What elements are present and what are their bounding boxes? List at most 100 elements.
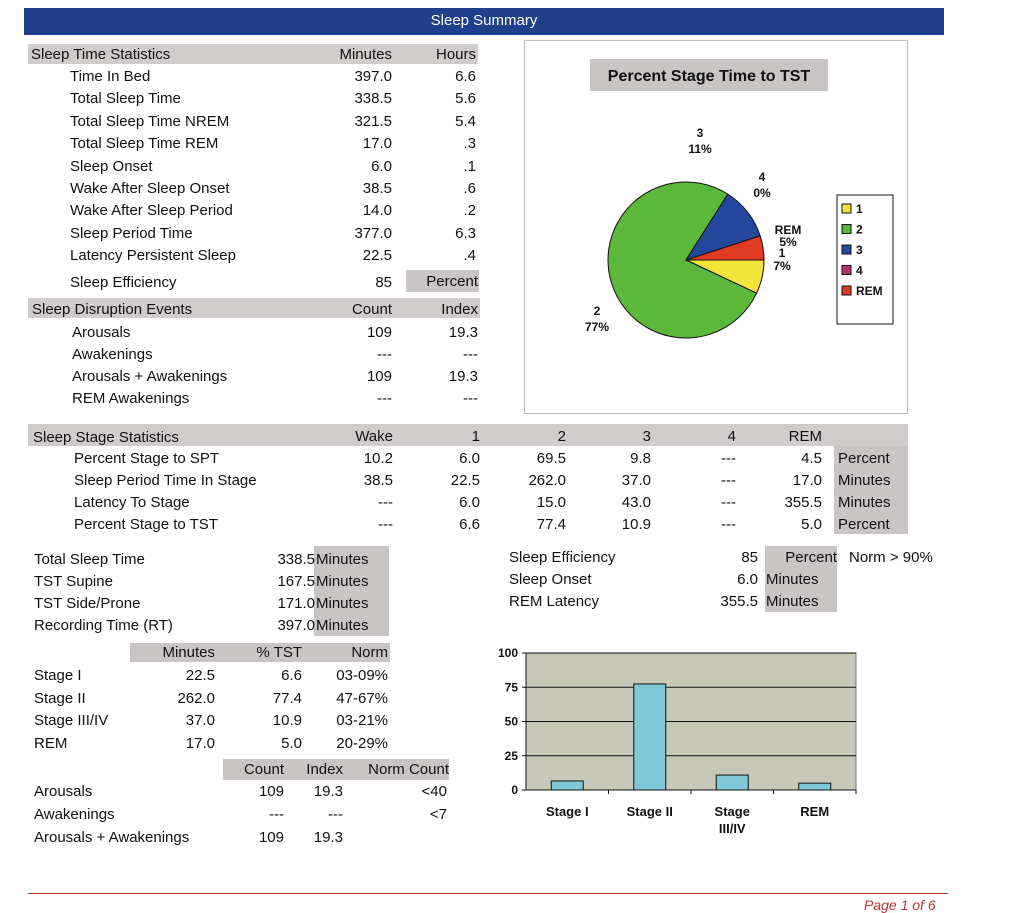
pie-legend-label-rem: REM bbox=[856, 284, 883, 298]
stage-table-col: % TST bbox=[256, 644, 302, 661]
sleep-time-row-minutes: 38.5 bbox=[362, 180, 392, 197]
stage-table-row-label: Stage III/IV bbox=[34, 712, 109, 729]
sleep-efficiency-unit: Percent bbox=[426, 273, 478, 290]
sleep-time-col-minutes: Minutes bbox=[339, 46, 392, 63]
pie-label-1-pct: 7% bbox=[773, 259, 791, 273]
stage-table-cell: 10.9 bbox=[272, 712, 302, 729]
summary-left-label: Recording Time (RT) bbox=[34, 617, 173, 634]
stage-stats-cell: 17.0 bbox=[792, 472, 822, 489]
sleep-time-title: Sleep Time Statistics bbox=[31, 46, 171, 63]
sleep-time-row-minutes: 6.0 bbox=[371, 157, 392, 175]
stage-stats-col: 2 bbox=[557, 428, 566, 445]
events-table-cell: --- bbox=[269, 806, 284, 823]
stage-table-col: Minutes bbox=[162, 644, 215, 661]
stage-table-cell: 5.0 bbox=[281, 734, 302, 752]
stage-stats-cell: 37.0 bbox=[621, 472, 651, 489]
events-table-row-label: Awakenings bbox=[34, 806, 115, 823]
stage-stats-cell: 6.0 bbox=[459, 450, 480, 467]
summary-left-value: 171.0 bbox=[277, 595, 315, 612]
stage-stats-col: 1 bbox=[471, 428, 480, 445]
stage-table-cell: 37.0 bbox=[185, 712, 215, 729]
summary-left-unit: Minutes bbox=[316, 551, 369, 568]
summary-left-value: 338.5 bbox=[277, 551, 315, 568]
stage-stats-row-label: Latency To Stage bbox=[74, 494, 190, 511]
sleep-time-row-hours: .4 bbox=[463, 247, 476, 265]
sleep-time-row-label: Total Sleep Time bbox=[70, 90, 181, 108]
sleep-time-row-minutes: 321.5 bbox=[354, 112, 392, 130]
sleep-efficiency-unit-bg bbox=[406, 270, 479, 292]
stage-stats-cell: --- bbox=[378, 516, 393, 533]
sleep-time-row-hours: .6 bbox=[463, 180, 476, 197]
events-table-cell: 109 bbox=[258, 829, 284, 846]
stage-stats-cell: --- bbox=[721, 516, 736, 533]
stage-stats-row-unit: Percent bbox=[838, 516, 890, 533]
bar-xtick-label: Stage bbox=[715, 804, 750, 819]
stage-stats-col: 3 bbox=[642, 428, 651, 445]
sleep-efficiency-value: 85 bbox=[375, 274, 392, 291]
events-table-cell: <40 bbox=[421, 783, 447, 800]
bar-xtick-label: Stage I bbox=[546, 804, 589, 819]
events-table-cell: <7 bbox=[429, 806, 447, 823]
summary-right-unit: Minutes bbox=[766, 571, 819, 588]
summary-right-label: REM Latency bbox=[509, 593, 600, 610]
stage-stats-col: Wake bbox=[355, 428, 393, 445]
stage-stats-row-unit: Minutes bbox=[838, 472, 891, 489]
sleep-efficiency-label: Sleep Efficiency bbox=[70, 274, 177, 291]
pie-label-1-name: 1 bbox=[779, 246, 786, 260]
stage-stats-row-label: Sleep Period Time In Stage bbox=[74, 472, 257, 489]
stage-stats-cell: 77.4 bbox=[536, 516, 566, 533]
summary-left-label: Total Sleep Time bbox=[34, 551, 145, 568]
stage-table-cell: 47-67% bbox=[336, 689, 388, 707]
sleep-time-row-hours: .3 bbox=[463, 135, 476, 153]
summary-right-label: Sleep Onset bbox=[509, 571, 592, 588]
pie-title-bg bbox=[590, 59, 828, 91]
pie-label-2-name: 2 bbox=[594, 304, 601, 318]
stage-stats-cell: 9.8 bbox=[630, 450, 651, 467]
stage-table-cell: 77.4 bbox=[272, 689, 302, 707]
bar-xtick-label: Stage II bbox=[627, 804, 673, 819]
summary-left-unit: Minutes bbox=[316, 595, 369, 612]
summary-right-unit-bg bbox=[765, 546, 837, 612]
stage-stats-cell: 22.5 bbox=[450, 472, 480, 489]
pie-label-2-pct: 77% bbox=[585, 320, 609, 334]
stage-table-cell: 03-21% bbox=[336, 712, 388, 729]
bar-3 bbox=[715, 774, 749, 791]
stage-stats-cell: 69.5 bbox=[536, 450, 566, 467]
pie-legend-swatch-3 bbox=[841, 244, 852, 255]
disruption-row-count: --- bbox=[377, 390, 392, 407]
sleep-time-row-hours: 6.3 bbox=[455, 224, 476, 242]
bar-ytick-label: 0 bbox=[511, 783, 518, 797]
summary-right-note: Norm > 90% bbox=[849, 549, 933, 566]
sleep-time-row-minutes: 338.5 bbox=[354, 90, 392, 108]
sleep-time-row-hours: 5.4 bbox=[455, 112, 476, 130]
disruption-row-label: Awakenings bbox=[72, 346, 153, 363]
events-table-col: Count bbox=[243, 761, 284, 778]
summary-left-value: 397.0 bbox=[277, 617, 315, 634]
stage-stats-cell: 355.5 bbox=[784, 494, 822, 511]
disruption-row-index: --- bbox=[463, 346, 478, 363]
stage-table-cell: 20-29% bbox=[336, 734, 388, 752]
summary-right-unit: Percent bbox=[785, 549, 837, 566]
stage-stats-row-label: Percent Stage to SPT bbox=[74, 450, 220, 467]
footer-divider bbox=[28, 893, 948, 894]
stage-table-cell: 17.0 bbox=[185, 734, 215, 752]
disruption-row-label: Arousals bbox=[72, 324, 131, 341]
sleep-time-row-label: Total Sleep Time REM bbox=[70, 135, 219, 153]
pie-title: Percent Stage Time to TST bbox=[608, 68, 811, 85]
summary-right-value: 85 bbox=[741, 549, 758, 566]
bar-chart-panel: 0 25 50 75 100 Stage I Stage II Stage III/IV REM bbox=[490, 637, 890, 852]
stage-stats-row-unit: Percent bbox=[838, 450, 890, 467]
page-number: Page 1 of 6 bbox=[864, 897, 936, 913]
stage-table-row-label: REM bbox=[34, 734, 68, 752]
title-bar: Sleep Summary bbox=[24, 8, 944, 35]
bar-1 bbox=[550, 780, 584, 791]
disruption-col-index: Index bbox=[441, 301, 478, 318]
sleep-time-row-hours: .1 bbox=[463, 157, 476, 175]
pie-legend-swatch-rem bbox=[841, 285, 852, 296]
events-table-row-label: Arousals bbox=[34, 783, 93, 800]
disruption-row-count: --- bbox=[377, 346, 392, 363]
page-title: Sleep Summary bbox=[430, 12, 538, 29]
summary-left-label: TST Supine bbox=[34, 573, 113, 590]
disruption-header-bg bbox=[28, 298, 480, 318]
bar-xtick-label: III/IV bbox=[719, 821, 746, 836]
